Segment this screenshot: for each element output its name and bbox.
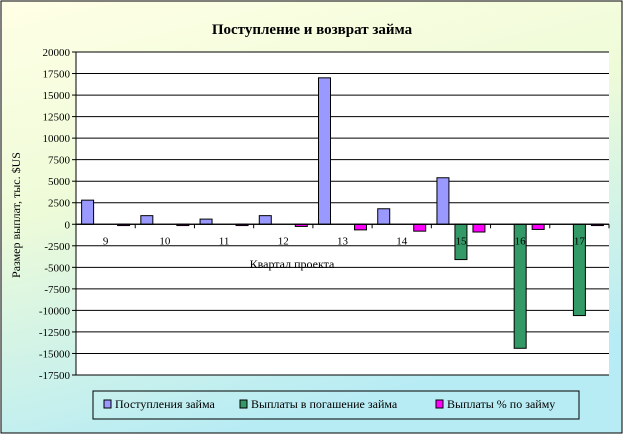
- y-tick-label: 17500: [43, 69, 71, 81]
- y-tick-label: 7500: [48, 155, 71, 167]
- y-tick-label: -10000: [39, 305, 71, 317]
- y-tick-label: 10000: [43, 133, 71, 145]
- y-axis-label: Размер выплат, тыс. $US: [9, 152, 23, 278]
- legend-box: [92, 390, 580, 420]
- y-tick-label: -15000: [39, 348, 71, 360]
- y-tick-label: 0: [65, 219, 71, 231]
- y-tick-label: 2500: [48, 198, 71, 210]
- plot-area: [76, 52, 609, 375]
- x-tick-label: 9: [103, 235, 109, 247]
- legend-swatch: [239, 399, 248, 409]
- bar: [318, 77, 331, 225]
- y-tick-label: -5000: [44, 262, 70, 274]
- legend-swatch: [103, 399, 112, 409]
- y-tick-label: 20000: [43, 47, 71, 59]
- y-tick-label: -2500: [44, 241, 70, 253]
- y-tick-label: -7500: [44, 284, 70, 296]
- legend-swatch: [435, 399, 444, 409]
- bar: [140, 215, 154, 225]
- chart-title: Поступление и возврат займа: [212, 22, 413, 38]
- x-tick-label: 12: [278, 235, 289, 247]
- x-tick-label: 14: [396, 235, 408, 247]
- x-axis-label: Квартал проекта: [250, 257, 335, 271]
- x-tick-label: 16: [515, 235, 527, 247]
- x-tick-label: 13: [337, 235, 349, 247]
- y-tick-label: 15000: [43, 90, 71, 102]
- x-tick-label: 15: [455, 235, 467, 247]
- bar: [258, 215, 272, 225]
- legend-label: Поступления займа: [115, 397, 215, 411]
- bar: [413, 223, 427, 232]
- y-tick-label: 5000: [48, 176, 71, 188]
- y-tick-label: 12500: [43, 112, 71, 124]
- legend-label: Выплаты в погашение займа: [251, 397, 398, 411]
- bar: [472, 223, 486, 233]
- bar: [531, 223, 545, 230]
- bar: [199, 218, 213, 225]
- bar: [436, 177, 450, 225]
- bar: [377, 208, 391, 225]
- legend: Поступления займа Выплаты в погашение зай…: [92, 390, 580, 420]
- y-tick-label: -12500: [39, 327, 71, 339]
- x-tick-label: 17: [574, 235, 586, 247]
- legend-label: Выплаты % по займу: [447, 397, 555, 411]
- y-tick-label: -17500: [39, 370, 71, 382]
- x-tick-label: 10: [159, 235, 171, 247]
- bar: [354, 223, 367, 231]
- x-tick-label: 11: [219, 235, 230, 247]
- bar: [81, 199, 95, 225]
